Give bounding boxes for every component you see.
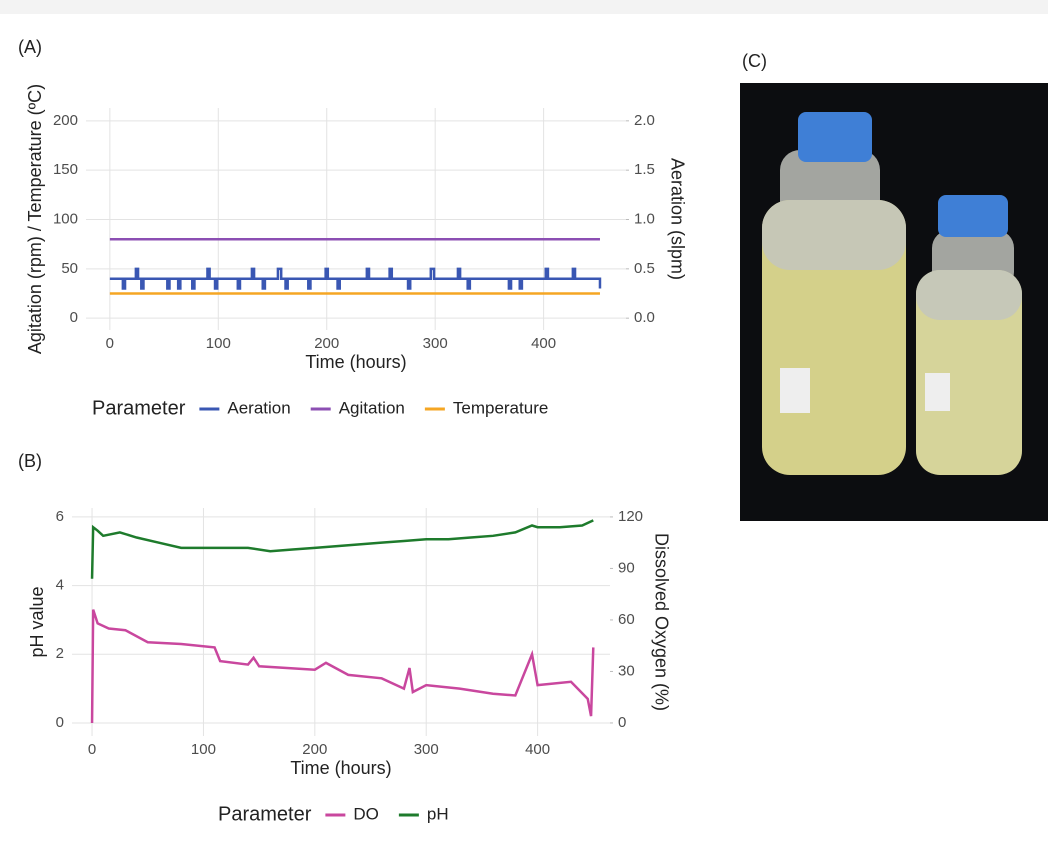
legend-title: Parameter (92, 397, 186, 419)
y-tick-label: 6 (56, 508, 64, 525)
y-tick-label: 100 (53, 210, 78, 227)
panel-label: (B) (18, 451, 42, 471)
legend-label: DO (353, 804, 379, 823)
y2-tick-label: 90 (618, 559, 635, 576)
panel-label: (C) (742, 51, 767, 71)
y2-tick-label: 30 (618, 662, 635, 679)
x-tick-label: 300 (423, 335, 448, 352)
y2-axis-label: Aeration (slpm) (667, 158, 687, 280)
x-tick-label: 0 (88, 741, 96, 758)
x-tick-label: 0 (106, 335, 114, 352)
x-tick-label: 200 (314, 335, 339, 352)
x-tick-label: 200 (302, 741, 327, 758)
y2-tick-label: 60 (618, 611, 635, 628)
x-tick-label: 400 (525, 741, 550, 758)
x-tick-label: 100 (206, 335, 231, 352)
legend-label: pH (427, 804, 449, 823)
y-tick-label: 200 (53, 112, 78, 129)
y2-tick-label: 120 (618, 508, 643, 525)
top-band (0, 0, 1048, 14)
y2-axis-label: Dissolved Oxygen (%) (651, 533, 671, 711)
x-axis-label: Time (hours) (305, 352, 406, 372)
y-tick-label: 4 (56, 577, 64, 594)
panel-label: (A) (18, 37, 42, 57)
y-tick-label: 150 (53, 161, 78, 178)
series-line (90, 519, 594, 579)
photo (740, 83, 1048, 521)
y-tick-label: 0 (70, 309, 78, 326)
y-axis-label: pH value (27, 586, 47, 657)
y2-tick-label: 0.5 (634, 260, 655, 277)
y2-tick-label: 0.0 (634, 309, 655, 326)
y-tick-label: 2 (56, 645, 64, 662)
y2-tick-label: 1.5 (634, 161, 655, 178)
y-axis-label: Agitation (rpm) / Temperature (ºC) (25, 84, 45, 354)
x-tick-label: 100 (191, 741, 216, 758)
legend-label: Temperature (453, 398, 548, 417)
y2-tick-label: 2.0 (634, 112, 655, 129)
y2-tick-label: 1.0 (634, 210, 655, 227)
series-line (109, 267, 602, 290)
legend-title: Parameter (218, 803, 312, 825)
y-tick-label: 50 (61, 260, 78, 277)
legend-label: Aeration (227, 398, 290, 417)
x-tick-label: 300 (414, 741, 439, 758)
x-tick-label: 400 (531, 335, 556, 352)
x-axis-label: Time (hours) (290, 758, 391, 778)
legend-label: Agitation (339, 398, 405, 417)
y-tick-label: 0 (56, 714, 64, 731)
y2-tick-label: 0 (618, 714, 626, 731)
series-line (90, 609, 595, 723)
